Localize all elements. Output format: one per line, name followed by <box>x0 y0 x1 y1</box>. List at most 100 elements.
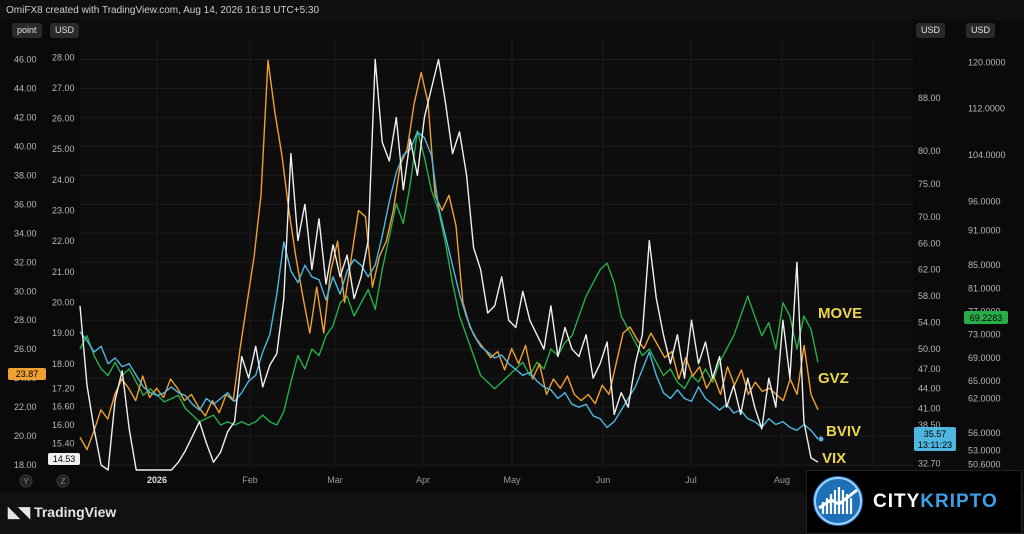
bviv-axis-tick: 120.0000 <box>968 57 1006 67</box>
gvz-last-tag-bg <box>8 368 46 380</box>
vix-axis-tick: 34.00 <box>14 228 37 238</box>
bviv-axis-tick: 62.0000 <box>968 393 1001 403</box>
gvz-last-tag: 23.87 <box>16 369 39 379</box>
vix-axis-tick: 30.00 <box>14 286 37 296</box>
series-line-bviv <box>79 131 819 440</box>
footer-icon-z <box>56 474 70 488</box>
series-label-gvz: GVZ <box>818 370 849 387</box>
left-currency-button[interactable]: USD <box>50 23 80 38</box>
series-legend[interactable]: Bitcoin Volmex Implied Volatility 30 Day… <box>88 26 422 36</box>
gvz-axis-tick: 23.00 <box>52 206 75 216</box>
footer-icon-label: Y <box>23 477 29 486</box>
footer-icon-label: Z <box>61 477 66 486</box>
bviv-axis-tick: 85.0000 <box>968 260 1001 270</box>
move-axis-tick: 32.70 <box>918 458 941 468</box>
scale-mode-button[interactable]: point <box>12 23 42 38</box>
x-tick-label: Feb <box>242 475 258 485</box>
gvz-axis-tick: 14.80 <box>52 457 75 467</box>
vix-axis-tick: 44.00 <box>14 83 37 93</box>
x-tick-label: Apr <box>416 475 430 485</box>
series-label-vix: VIX <box>822 450 846 467</box>
gvz-axis-tick: 28.00 <box>52 52 75 62</box>
vix-axis-tick: 40.00 <box>14 141 37 151</box>
move-axis-tick: 41.00 <box>918 404 941 414</box>
series-line-vix <box>79 58 819 471</box>
bviv-axis-tick: 65.0000 <box>968 376 1001 386</box>
move-axis-tick: 80.00 <box>918 146 941 156</box>
bviv-last-tag: 35.57 <box>924 429 947 439</box>
vix-axis-tick: 36.00 <box>14 199 37 209</box>
top-bar: OmiFX8 created with TradingView.com, Aug… <box>0 0 1024 20</box>
citykripto-watermark: CITYKRIPTO <box>806 470 1022 534</box>
bviv-axis-tick: 69.0000 <box>968 353 1001 363</box>
move-axis-tick: 88.00 <box>918 93 941 103</box>
move-axis-tick: 70.00 <box>918 212 941 222</box>
vix-axis-tick: 46.00 <box>14 54 37 64</box>
gvz-axis-tick: 16.00 <box>52 420 75 430</box>
x-tick-label: Mar <box>327 475 343 485</box>
bviv-last-tag-bg <box>914 427 956 451</box>
x-tick-label: 2026 <box>147 475 167 485</box>
x-tick-label: Jul <box>685 475 697 485</box>
bviv-axis-tick: 56.0000 <box>968 428 1001 438</box>
right-currency-button-1[interactable]: USD <box>916 23 946 38</box>
vix-axis-tick: 32.00 <box>14 257 37 267</box>
tradingview-logo[interactable]: ◣◥ TradingView <box>8 503 116 521</box>
series-label-move: MOVE <box>818 305 862 322</box>
gvz-axis-tick: 19.00 <box>52 328 75 338</box>
vix-axis-tick: 24.00 <box>14 373 37 383</box>
bviv-last-point <box>818 436 824 442</box>
bviv-axis-tick: 104.0000 <box>968 150 1006 160</box>
citykripto-logo-icon <box>813 476 863 526</box>
plot-background <box>80 20 913 468</box>
gvz-axis-tick: 27.00 <box>52 83 75 93</box>
x-tick-label: May <box>503 475 521 485</box>
gvz-axis-tick: 17.20 <box>52 383 75 393</box>
legend-value: 35.57 <box>332 26 355 36</box>
bviv-axis-tick: 50.6000 <box>968 460 1001 470</box>
gvz-axis-tick: 16.60 <box>52 402 75 412</box>
footer-icon-y <box>19 474 33 488</box>
move-axis-tick: 75.00 <box>918 179 941 189</box>
gvz-axis-tick: 22.00 <box>52 236 75 246</box>
citykripto-text: CITYKRIPTO <box>873 491 998 513</box>
move-axis-tick: 62.00 <box>918 265 941 275</box>
move-axis-tick: 54.00 <box>918 318 941 328</box>
citykripto-city: CITY <box>873 491 921 512</box>
bviv-axis-tick: 73.0000 <box>968 330 1001 340</box>
bviv-axis-tick: 112.0000 <box>968 104 1005 114</box>
gvz-axis-tick: 24.00 <box>52 175 75 185</box>
x-tick-label: Jun <box>596 475 611 485</box>
tradingview-logo-text: TradingView <box>34 504 117 520</box>
series-label-bviv: BVIV <box>826 423 861 440</box>
vix-axis-tick: 26.00 <box>14 344 37 354</box>
tradingview-logo-icon: ◣◥ <box>8 504 30 521</box>
move-axis-tick: 66.00 <box>918 238 941 248</box>
citykripto-kripto: KRIPTO <box>920 491 998 512</box>
gvz-axis-tick: 21.00 <box>52 267 75 277</box>
vix-last-tag: 14.53 <box>53 454 76 464</box>
legend-change: −1.86 (−4.97%) <box>360 26 423 36</box>
gvz-axis-tick: 20.00 <box>52 297 75 307</box>
move-axis-tick: 58.00 <box>918 291 941 301</box>
series-line-move <box>79 130 819 426</box>
gvz-axis-tick: 26.00 <box>52 114 75 124</box>
legend-series-name: Bitcoin Volmex Implied Volatility 30 Day… <box>88 26 327 36</box>
vix-last-tag-bg <box>48 453 80 465</box>
bviv-axis-tick: 81.0000 <box>968 283 1001 293</box>
gvz-axis-tick: 25.00 <box>52 144 75 154</box>
vix-axis-tick: 22.00 <box>14 402 37 412</box>
move-last-tag-bg <box>964 311 1008 324</box>
bviv-axis-tick: 96.0000 <box>968 196 1001 206</box>
move-axis-tick: 36.50 <box>918 433 941 443</box>
move-last-tag: 69.2283 <box>970 313 1003 323</box>
vix-axis-tick: 38.00 <box>14 170 37 180</box>
gvz-axis-tick: 18.00 <box>52 359 75 369</box>
created-by-text: OmiFX8 created with TradingView.com, Aug… <box>6 5 320 16</box>
vix-axis-tick: 42.00 <box>14 112 37 122</box>
move-axis-tick: 44.00 <box>918 384 941 394</box>
right-currency-button-2[interactable]: USD <box>966 23 996 38</box>
series-line-gvz <box>79 59 819 451</box>
bviv-axis-tick: 53.0000 <box>968 446 1001 456</box>
